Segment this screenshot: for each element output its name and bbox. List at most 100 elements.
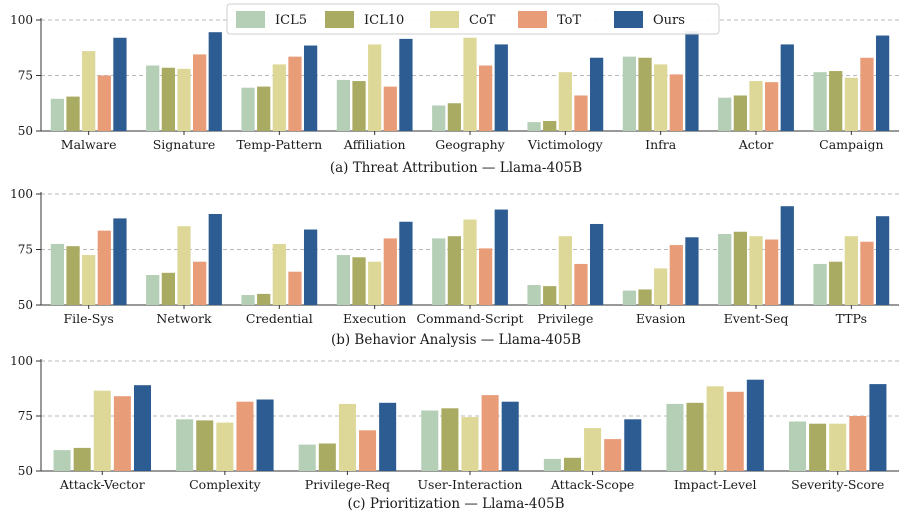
y-tick-label: 100 <box>10 354 33 368</box>
bar-icl5 <box>718 97 732 131</box>
bar-icl5 <box>813 72 827 131</box>
x-tick-label: TTPs <box>836 311 867 326</box>
bar-icl10 <box>829 261 843 305</box>
bar-tot <box>479 248 493 305</box>
bar-tot <box>849 416 867 471</box>
bar-icl10 <box>638 289 652 305</box>
bar-ours <box>746 379 764 471</box>
bar-tot <box>383 238 397 305</box>
bar-ours <box>875 35 890 131</box>
bar-icl5 <box>788 421 807 471</box>
x-tick-label: Event-Seq <box>724 311 789 326</box>
x-tick-label: Execution <box>343 311 406 326</box>
bar-tot <box>860 241 874 305</box>
bar-cot <box>272 64 286 131</box>
bar-cot <box>272 243 286 305</box>
x-tick-label: Privilege <box>537 311 593 326</box>
y-tick-label: 50 <box>18 464 33 478</box>
bar-cot <box>706 386 724 471</box>
x-tick-label: Complexity <box>189 477 261 492</box>
bar-ours <box>379 402 397 471</box>
bar-ours <box>780 44 794 131</box>
bar-cot <box>461 417 479 471</box>
bar-icl10 <box>809 423 827 471</box>
bar-icl10 <box>638 57 652 131</box>
bar-icl10 <box>447 236 461 305</box>
bar-tot <box>765 239 779 305</box>
legend-label: ICL5 <box>275 13 307 28</box>
y-tick-label: 100 <box>10 13 33 27</box>
x-tick-label: Impact-Level <box>674 477 757 492</box>
legend-swatch-cot <box>430 11 459 28</box>
bar-cot <box>463 219 477 305</box>
bar-tot <box>669 74 683 131</box>
bar-cot <box>844 236 858 305</box>
x-tick-label: Campaign <box>819 137 883 152</box>
bar-tot <box>113 396 131 471</box>
bar-tot <box>481 395 499 471</box>
bar-cot <box>338 403 356 471</box>
legend-swatch-icl5 <box>236 11 265 28</box>
bar-icl10 <box>543 286 557 305</box>
x-tick-label: Temp-Pattern <box>237 137 323 152</box>
bar-ours <box>685 31 699 132</box>
bar-cot <box>368 261 382 305</box>
bar-icl5 <box>813 263 827 305</box>
x-tick-label: Signature <box>153 137 216 152</box>
bar-icl10 <box>352 257 366 305</box>
bar-tot <box>97 75 111 131</box>
bar-icl5 <box>53 450 71 471</box>
bar-ours <box>589 57 604 131</box>
y-tick-label: 50 <box>18 124 33 138</box>
bar-cot <box>82 51 96 131</box>
bar-ours <box>399 38 413 132</box>
bar-tot <box>479 65 493 131</box>
bar-tot <box>574 95 588 131</box>
bar-icl10 <box>733 231 747 305</box>
bar-icl10 <box>196 420 214 471</box>
x-tick-label: Attack-Scope <box>550 477 634 492</box>
bar-tot <box>359 430 377 471</box>
x-tick-label: Geography <box>435 137 505 152</box>
bar-tot <box>604 439 622 471</box>
bar-cot <box>177 226 191 305</box>
legend-label: ToT <box>557 13 581 28</box>
panel-caption: (b) Behavior Analysis — Llama-405B <box>331 332 581 348</box>
bar-cot <box>558 236 572 305</box>
bar-tot <box>193 261 207 305</box>
bar-icl5 <box>718 233 732 305</box>
bar-ours <box>494 44 508 131</box>
bar-icl5 <box>432 105 446 131</box>
bar-ours <box>685 237 699 305</box>
bar-tot <box>288 271 302 305</box>
bar-ours <box>113 37 127 132</box>
bar-ours <box>875 216 890 305</box>
bar-icl10 <box>829 71 843 131</box>
bar-icl5 <box>336 255 351 305</box>
bar-icl10 <box>563 457 581 471</box>
bar-icl5 <box>527 285 541 305</box>
bar-ours <box>589 223 604 305</box>
bar-cot <box>749 236 763 305</box>
bar-tot <box>765 82 779 131</box>
y-tick-label: 100 <box>10 187 33 201</box>
bar-ours <box>133 385 152 471</box>
bar-tot <box>669 245 683 305</box>
x-tick-label: File-Sys <box>63 311 113 326</box>
bar-cot <box>463 37 477 132</box>
x-tick-label: Credential <box>246 311 313 326</box>
legend-swatch-ours <box>614 11 643 28</box>
bar-cot <box>654 268 668 305</box>
bar-ours <box>113 218 127 305</box>
legend-swatch-icl10 <box>325 11 354 28</box>
bar-icl10 <box>66 96 80 131</box>
bar-ours <box>494 209 508 305</box>
y-tick-label: 50 <box>18 298 33 312</box>
bar-icl10 <box>441 408 459 471</box>
bar-icl5 <box>543 458 561 471</box>
legend-label: ICL10 <box>364 13 404 28</box>
bar-cot <box>216 422 234 471</box>
bar-tot <box>574 263 588 305</box>
bar-cot <box>368 44 382 131</box>
